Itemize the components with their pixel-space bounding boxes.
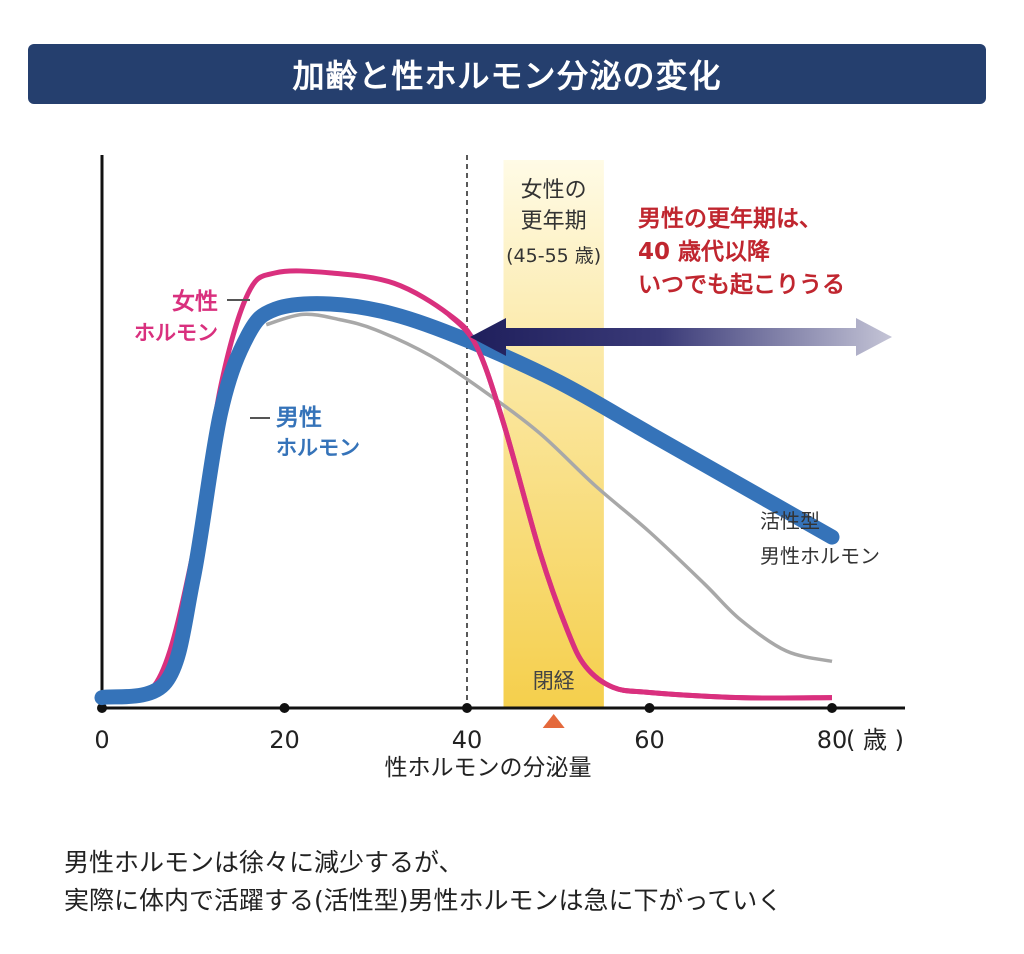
- x-tick-mark: [644, 703, 655, 713]
- title-banner: 加齢と性ホルモン分泌の変化: [28, 44, 986, 104]
- male-label-line2: ホルモン: [276, 436, 360, 460]
- hormone-chart: 女性の 更年期 (45-55 歳) 閉経 0 20 40 60 80 女性 ホルモン 男…: [94, 155, 905, 781]
- female-label-line2: ホルモン: [134, 321, 218, 345]
- x-tick-mark: [279, 703, 290, 713]
- band-label-range: (45-55 歳): [506, 245, 601, 267]
- x-tick-mark: [827, 703, 837, 713]
- x-tick-label: 0: [94, 726, 109, 754]
- male-andropause-arrow: [470, 318, 892, 356]
- x-tick-label: 80: [817, 726, 848, 754]
- male-label-line1: 男性: [276, 405, 322, 431]
- menopause-marker: [542, 714, 565, 728]
- band-label-line2: 更年期: [521, 209, 587, 234]
- x-tick-mark: [97, 703, 107, 713]
- series-line-male-hormone: [94, 296, 840, 706]
- x-tick-label: 40: [452, 726, 483, 754]
- x-axis-unit: ( 歳 ): [846, 726, 904, 754]
- x-tick-label: 60: [634, 726, 665, 754]
- x-axis-label: 性ホルモンの分泌量: [385, 755, 592, 781]
- x-tick-label: 20: [269, 726, 300, 754]
- annotation-line1: 男性の更年期は、: [638, 205, 822, 232]
- x-tick-mark: [462, 703, 472, 713]
- band-label-line1: 女性の: [521, 178, 587, 203]
- menopause-label: 閉経: [533, 669, 575, 693]
- annotation-line2: 40 歳代以降: [638, 239, 771, 265]
- caption: 男性ホルモンは徐々に減少するが、 実際に体内で活躍する(活性型)男性ホルモンは急…: [64, 844, 782, 920]
- annotation-line3: いつでも起こりうる: [638, 272, 845, 298]
- chart-title: 加齢と性ホルモン分泌の変化: [292, 57, 722, 95]
- caption-line2: 実際に体内で活躍する(活性型)男性ホルモンは急に下がっていく: [64, 886, 783, 915]
- caption-line1: 男性ホルモンは徐々に減少するが、: [64, 848, 464, 877]
- active-label-line1: 活性型: [760, 509, 820, 533]
- series-line-active-male-hormone: [265, 312, 833, 664]
- series-line-female-hormone-front: [446, 312, 833, 701]
- menopause-band: [503, 160, 604, 708]
- active-label-line2: 男性ホルモン: [760, 544, 880, 568]
- female-label-line1: 女性: [172, 288, 218, 315]
